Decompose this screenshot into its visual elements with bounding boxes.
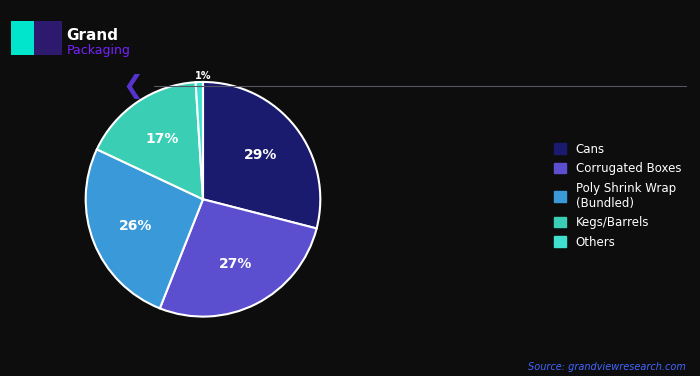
Legend: Cans, Corrugated Boxes, Poly Shrink Wrap
(Bundled), Kegs/Barrels, Others: Cans, Corrugated Boxes, Poly Shrink Wrap… (549, 136, 687, 255)
Text: Source: grandviewresearch.com: Source: grandviewresearch.com (528, 362, 686, 372)
Wedge shape (195, 82, 203, 199)
Text: 29%: 29% (244, 148, 277, 162)
Text: Packaging: Packaging (66, 44, 130, 56)
Text: 26%: 26% (119, 219, 152, 233)
Text: ❮: ❮ (122, 74, 144, 99)
Wedge shape (160, 199, 316, 317)
Text: 17%: 17% (146, 132, 178, 146)
Wedge shape (85, 149, 203, 308)
Wedge shape (203, 82, 321, 229)
Text: 27%: 27% (219, 257, 253, 271)
Text: Grand: Grand (66, 28, 118, 43)
Wedge shape (97, 82, 203, 199)
Text: 1%: 1% (195, 71, 211, 81)
